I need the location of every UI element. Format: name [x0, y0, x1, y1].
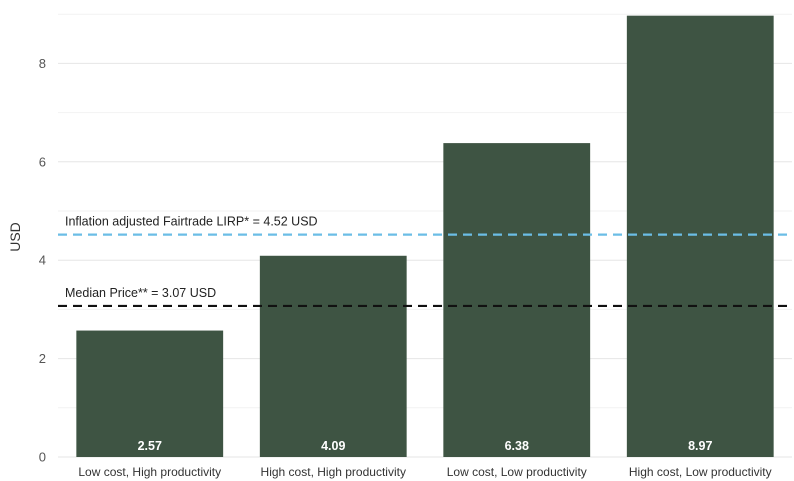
x-category-label: High cost, Low productivity [629, 465, 772, 479]
bar [443, 143, 591, 457]
x-category-label: Low cost, High productivity [78, 465, 221, 479]
bar-value-label: 8.97 [688, 439, 712, 453]
y-tick-label: 2 [39, 351, 46, 366]
y-tick-label: 6 [39, 154, 46, 169]
x-axis-labels: Low cost, High productivity High cost, Hi… [78, 465, 771, 479]
bar-value-label: 6.38 [505, 439, 529, 453]
reference-line-label: Inflation adjusted Fairtrade LIRP* = 4.5… [65, 215, 318, 229]
x-category-label: High cost, High productivity [261, 465, 406, 479]
bar [259, 255, 407, 457]
reference-line-label: Median Price** = 3.07 USD [65, 286, 216, 300]
bar-value-label: 4.09 [321, 439, 345, 453]
y-axis-ticks: 0 2 4 6 8 [39, 56, 46, 465]
y-tick-label: 4 [39, 253, 46, 268]
reference-lines: Inflation adjusted Fairtrade LIRP* = 4.5… [58, 215, 792, 308]
bar [626, 15, 774, 458]
y-tick-label: 0 [39, 450, 46, 465]
bar-value-label: 2.57 [138, 439, 162, 453]
bars: 2.57 4.09 6.38 8.97 [76, 15, 774, 458]
y-axis-title: USD [7, 222, 23, 252]
y-tick-label: 8 [39, 56, 46, 71]
bar [76, 330, 224, 457]
x-category-label: Low cost, Low productivity [447, 465, 587, 479]
